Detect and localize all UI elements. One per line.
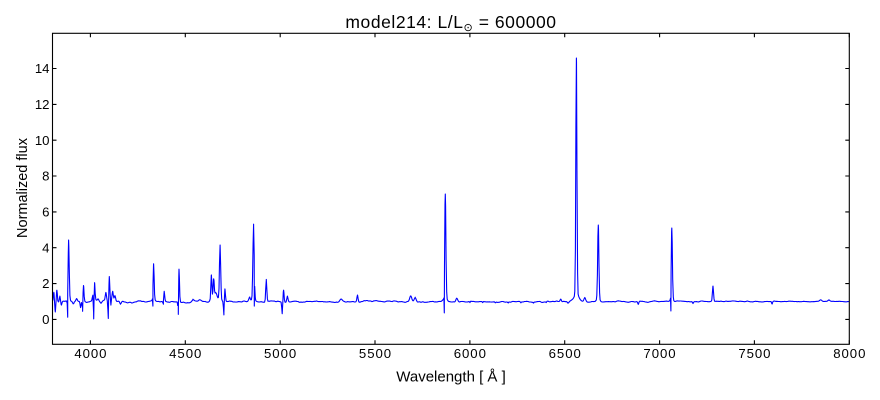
svg-text:5000: 5000 xyxy=(264,346,297,361)
svg-text:6000: 6000 xyxy=(454,346,487,361)
svg-text:14: 14 xyxy=(35,61,50,76)
svg-text:4500: 4500 xyxy=(169,346,202,361)
svg-text:7000: 7000 xyxy=(643,346,676,361)
svg-text:8: 8 xyxy=(42,169,49,184)
svg-text:0: 0 xyxy=(42,312,49,327)
svg-text:8000: 8000 xyxy=(833,346,866,361)
svg-text:Wavelength [ Å ]: Wavelength [ Å ] xyxy=(396,369,506,386)
svg-text:6500: 6500 xyxy=(549,346,582,361)
svg-text:4: 4 xyxy=(42,240,49,255)
svg-text:12: 12 xyxy=(35,97,50,112)
svg-text:6: 6 xyxy=(42,205,49,220)
svg-text:Normalized flux: Normalized flux xyxy=(15,137,31,238)
svg-text:model214: L/L⊙ = 600000: model214: L/L⊙ = 600000 xyxy=(345,12,556,34)
svg-text:5500: 5500 xyxy=(359,346,392,361)
svg-text:10: 10 xyxy=(35,133,50,148)
svg-text:7500: 7500 xyxy=(738,346,771,361)
svg-text:2: 2 xyxy=(42,276,49,291)
svg-text:4000: 4000 xyxy=(74,346,107,361)
